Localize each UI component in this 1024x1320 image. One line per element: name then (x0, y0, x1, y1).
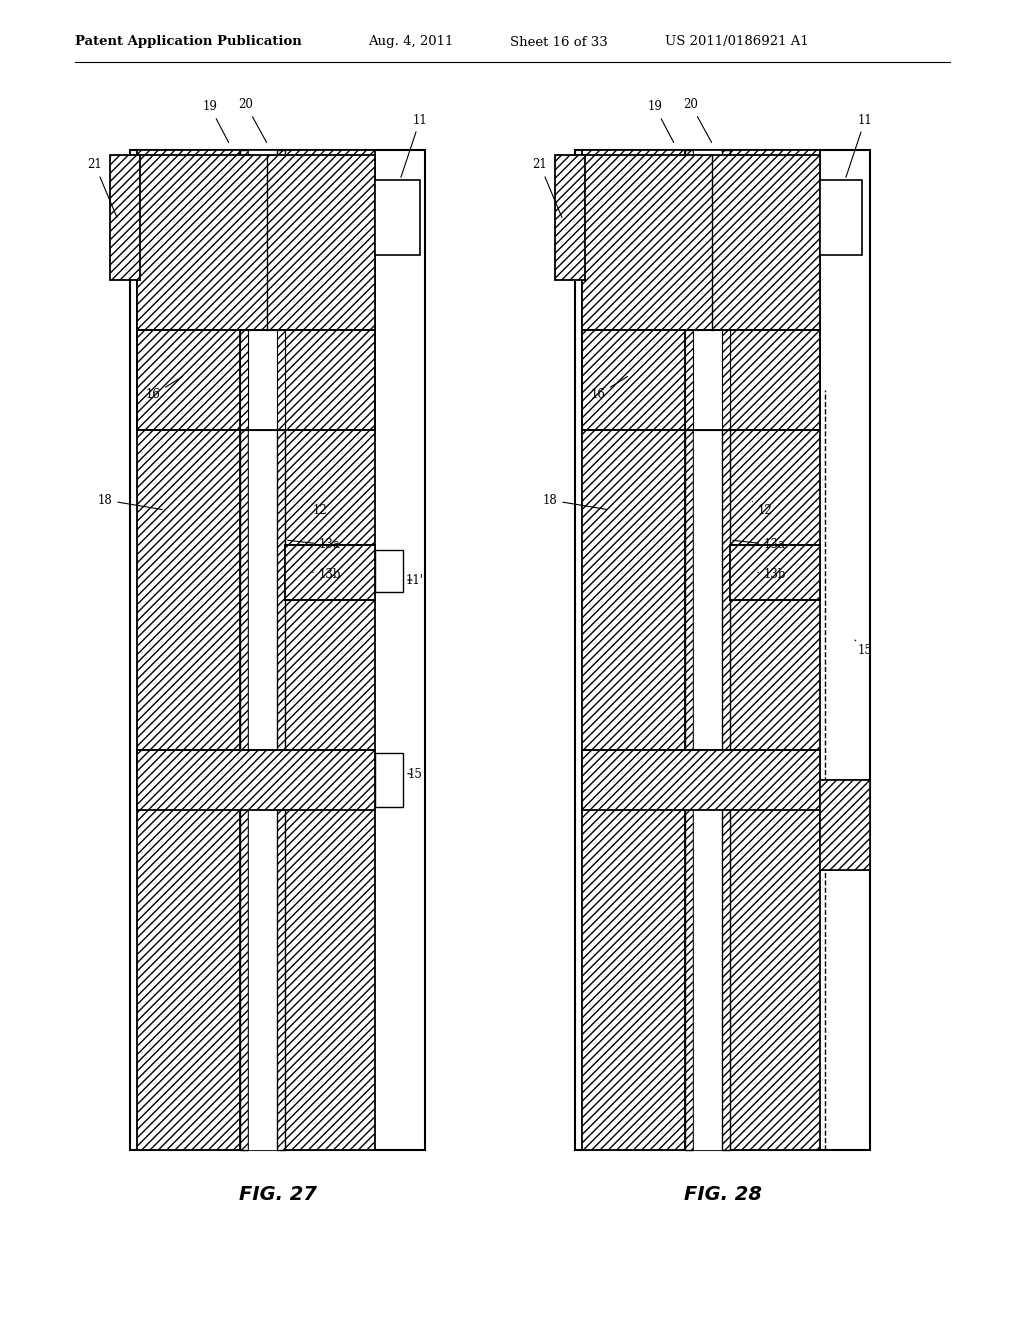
Bar (285, 150, 375, 1150)
Text: 21: 21 (88, 158, 117, 218)
Bar (285, 330, 375, 430)
Text: 19: 19 (203, 100, 228, 143)
Bar (555, 154, 585, 280)
Bar (722, 330, 730, 430)
Bar (285, 545, 375, 601)
Bar (575, 150, 870, 1150)
Bar (278, 330, 285, 430)
Text: 11: 11 (846, 114, 872, 177)
Bar (820, 780, 870, 870)
Text: 15: 15 (408, 768, 423, 781)
Text: 11': 11' (407, 573, 424, 586)
Text: 20: 20 (684, 99, 712, 143)
Bar (685, 150, 693, 1150)
Bar (137, 330, 240, 430)
Bar (582, 330, 685, 430)
Text: 16: 16 (591, 376, 628, 401)
Text: 13b: 13b (312, 569, 341, 582)
Text: Aug. 4, 2011: Aug. 4, 2011 (368, 36, 454, 49)
Bar (240, 150, 248, 1150)
Bar (730, 330, 820, 430)
Bar (110, 154, 140, 280)
Bar (278, 150, 285, 1150)
Text: 15: 15 (855, 640, 872, 656)
Bar (582, 150, 685, 1150)
Text: 18: 18 (543, 494, 607, 510)
Bar (722, 150, 730, 1150)
Text: FIG. 27: FIG. 27 (239, 1185, 317, 1204)
Text: Sheet 16 of 33: Sheet 16 of 33 (510, 36, 608, 49)
Text: 13a: 13a (733, 539, 786, 552)
Bar (375, 180, 420, 255)
Bar (730, 545, 820, 601)
Bar (685, 330, 730, 430)
Text: Patent Application Publication: Patent Application Publication (75, 36, 302, 49)
Text: 13b: 13b (758, 569, 786, 582)
Text: 12: 12 (307, 502, 328, 516)
Bar (582, 154, 820, 330)
Bar (685, 330, 693, 430)
Text: 21: 21 (532, 158, 562, 218)
Bar (730, 150, 820, 1150)
Text: 11: 11 (400, 114, 427, 177)
Bar (693, 150, 722, 1150)
Bar (248, 150, 278, 1150)
Bar (820, 780, 870, 870)
Text: 18: 18 (97, 494, 162, 510)
Text: 16: 16 (145, 376, 182, 401)
Bar (375, 752, 403, 807)
Bar (137, 750, 375, 810)
Bar (240, 330, 248, 430)
Text: FIG. 28: FIG. 28 (684, 1185, 762, 1204)
Text: 19: 19 (647, 100, 674, 143)
Bar (130, 150, 425, 1150)
Text: US 2011/0186921 A1: US 2011/0186921 A1 (665, 36, 809, 49)
Text: 20: 20 (239, 99, 266, 143)
Text: 13a: 13a (288, 539, 341, 552)
Bar (820, 180, 862, 255)
Text: 12: 12 (753, 502, 772, 516)
Bar (137, 150, 240, 1150)
Bar (582, 750, 820, 810)
Bar (137, 154, 375, 330)
Bar (240, 330, 285, 430)
Bar (375, 550, 403, 591)
